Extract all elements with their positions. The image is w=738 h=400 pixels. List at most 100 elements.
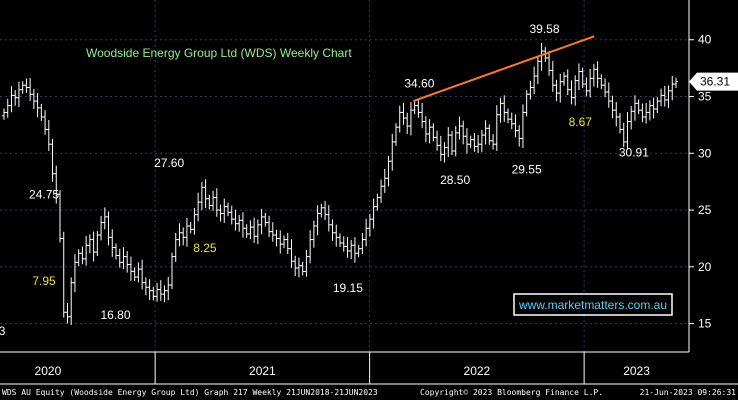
ohlc-bar [158,280,163,301]
ohlc-bar [2,108,6,120]
ohlc-bar [128,256,133,281]
ohlc-bar [181,227,186,246]
ohlc-bar [647,100,652,121]
price-axis: 15 20 25 30 35 40 [688,0,712,352]
ohlc-bar [565,69,570,96]
ohlc-bar [184,217,189,247]
price-annotation: 39.58 [529,22,559,36]
chart-title: Woodside Energy Group Ltd (WDS) Weekly C… [86,46,352,60]
ohlc-bar [106,211,111,246]
ohlc-bar [476,134,481,154]
ohlc-bar [666,85,671,108]
ohlc-bar [91,231,96,262]
price-annotation: 27.60 [154,156,184,170]
ohlc-bar [16,81,21,108]
ohlc-bar [367,213,372,237]
ohlc-bar [401,102,406,125]
ohlc-bar [102,207,107,230]
ohlc-bar [674,77,678,88]
ohlc-bar [558,73,563,103]
ohlc-bar [502,95,507,122]
ohlc-bar [229,205,234,225]
ohlc-bar [618,112,622,134]
ohlc-bar [285,232,290,255]
ohlc-bar [472,132,477,152]
last-price-marker: 36.31 [689,72,738,91]
ohlc-bar [39,103,44,121]
ohlc-bar [360,232,365,255]
ohlc-bar [173,232,178,262]
ohlc-bar [125,251,130,273]
ohlc-bar [427,119,432,144]
ohlc-bar [379,179,384,203]
ohlc-bar [450,131,454,155]
ohlc-bar [412,101,417,115]
ohlc-bar [300,261,305,276]
ohlc-bar [614,102,619,127]
ohlc-bar [438,135,443,162]
ohlc-bar [349,239,354,260]
ohlc-bar [468,135,473,149]
ohlc-bar [539,43,544,71]
price-tick-label: 20 [698,260,712,274]
ohlc-bar [364,218,369,247]
ohlc-bar [659,88,664,107]
ohlc-bar [233,209,238,231]
ohlc-bar [390,133,395,171]
ohlc-bar [65,302,70,324]
price-tick-label: 35 [698,90,712,104]
ohlc-bar [311,220,316,248]
ohlc-bar [308,230,313,264]
ohlc-bar [591,63,596,87]
price-annotation: 24.75 [29,188,59,202]
ohlc-bar [569,80,574,105]
time-axis: 2020 2021 2022 2023 [0,351,738,385]
ohlc-bar [562,72,566,86]
ohlc-bar [330,219,335,241]
ohlc-bar [595,61,600,88]
ohlc-bars [2,43,678,325]
ohlc-bar [188,221,193,234]
ohlc-bar [670,75,675,101]
ohlc-bar [520,104,525,148]
ohlc-bar [535,55,540,85]
ohlc-bar [435,130,440,151]
ohlc-bar [278,230,283,254]
ohlc-bar [151,286,156,301]
ohlc-bar [382,168,387,193]
ohlc-bar [99,215,104,241]
ohlc-bar [416,98,421,118]
ohlc-bar [28,78,33,101]
ohlc-bar [9,85,14,113]
ohlc-bar [408,102,413,136]
ohlc-bar [46,120,51,151]
ohlc-bar [375,193,380,211]
ohlc-bar [319,203,324,218]
ohlc-bar [640,103,645,123]
ohlc-bar [43,110,48,135]
ohlc-bar [491,134,496,150]
ohlc-bar [323,201,328,220]
ohlc-bar [166,276,171,301]
ohlc-bar [76,249,81,267]
price-tick-label: 25 [698,203,712,217]
ohlc-bar [371,198,376,229]
last-price-label: 36.31 [700,75,730,89]
ohlc-bar [446,127,451,158]
ohlc-bar [267,215,272,237]
ohlc-bar [24,78,29,93]
ohlc-bar [240,212,245,238]
ohlc-bar [259,208,264,235]
ohlc-bar [214,188,219,217]
ohlc-bar [621,122,626,148]
ohlc-bar [528,80,533,100]
ohlc-bar [58,190,62,243]
ohlc-bar [509,112,514,130]
ohlc-bar [625,112,630,149]
ohlc-bar [162,285,167,303]
ohlc-bar [218,204,223,222]
ohlc-bar [610,95,615,119]
ohlc-bar [494,105,499,151]
ohlc-bar [423,116,428,143]
ohlc-bar [263,212,268,227]
